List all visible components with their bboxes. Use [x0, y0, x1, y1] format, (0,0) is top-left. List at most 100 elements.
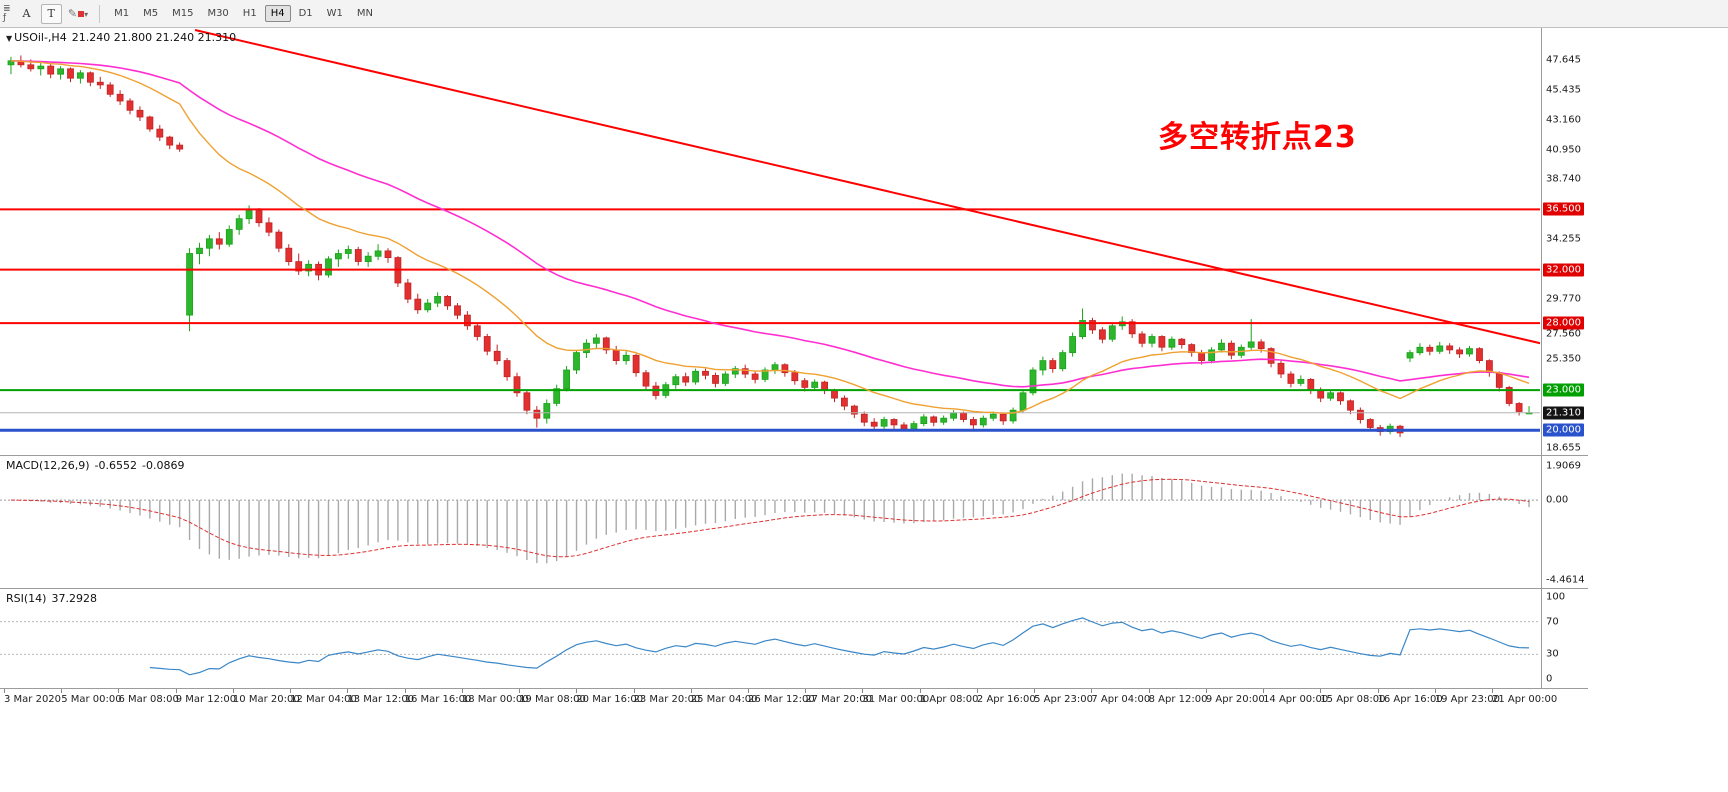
macd-main-value: -0.6552	[94, 459, 138, 472]
timeframe-button-m1[interactable]: M1	[108, 5, 135, 22]
toolbar: ≣ ƒ A T ✎ ▾ M1 M5 M15 M30 H1 H4 D1 W1 MN	[0, 0, 1728, 28]
time-axis-tick	[1320, 689, 1322, 693]
time-axis-label: 12 Mar 04:00	[290, 694, 357, 705]
macd-axis-label: 0.00	[1546, 494, 1569, 506]
time-axis-label: 9 Mar 12:00	[175, 694, 237, 705]
rsi-header: RSI(14) 37.2928	[6, 592, 97, 605]
time-axis-tick	[1034, 689, 1036, 693]
timeframe-button-m15[interactable]: M15	[166, 5, 199, 22]
time-axis-tick	[118, 689, 120, 693]
time-axis-tick	[1263, 689, 1265, 693]
time-axis-label: 6 Mar 08:00	[118, 694, 179, 705]
time-axis-tick	[461, 689, 463, 693]
time-axis-tick	[519, 689, 521, 693]
color-swatch-icon	[78, 11, 85, 17]
time-axis-label: 20 Mar 16:00	[576, 694, 644, 705]
time-axis-tick	[1377, 689, 1379, 693]
time-axis-label: 18 Mar 00:00	[461, 694, 529, 705]
rsi-canvas[interactable]	[0, 589, 1540, 688]
rsi-axis-label: 0	[1546, 673, 1553, 685]
price-axis-label: 47.645	[1546, 54, 1581, 66]
macd-histogram	[20, 473, 1530, 564]
time-axis-label: 19 Apr 23:00	[1434, 694, 1500, 705]
rsi-axis-label: 70	[1546, 616, 1559, 628]
time-axis-label: 5 Mar 00:00	[61, 694, 122, 705]
text-label-a-button[interactable]: A	[16, 4, 38, 24]
timeframe-button-w1[interactable]: W1	[321, 5, 349, 22]
toolbar-separator	[99, 4, 101, 23]
time-axis-label: 16 Apr 16:00	[1377, 694, 1443, 705]
price-scale[interactable]: 47.645 45.435 43.160 40.950 38.740 34.255 29.7…	[1541, 28, 1589, 455]
time-axis-tick	[175, 689, 177, 693]
timeframe-button-mn[interactable]: MN	[351, 5, 379, 22]
price-level-badge: 32.000	[1543, 263, 1584, 277]
time-axis-tick	[1205, 689, 1207, 693]
timeframe-button-d1[interactable]: D1	[293, 5, 319, 22]
function-icon[interactable]: ƒ	[3, 12, 7, 23]
time-axis-tick	[290, 689, 292, 693]
time-axis-tick	[690, 689, 692, 693]
toolbar-left-icons: ≣ ƒ	[3, 3, 11, 23]
macd-axis-label: -4.4614	[1546, 574, 1585, 586]
time-axis-tick	[805, 689, 807, 693]
chart-annotation[interactable]: 多空转折点23	[1158, 120, 1357, 155]
price-axis-label: 18.655	[1546, 442, 1581, 454]
price-axis-label: 40.950	[1546, 144, 1581, 156]
timeframe-button-h4[interactable]: H4	[264, 5, 291, 22]
price-panel: ▼ USOil-,H4 21.240 21.800 21.240 21.310 多空…	[0, 28, 1589, 456]
time-axis-tick	[976, 689, 978, 693]
time-axis-label: 19 Mar 08:00	[519, 694, 586, 705]
price-axis-label: 43.160	[1546, 114, 1581, 126]
macd-scale[interactable]: 1.9069 0.00 -4.4614	[1541, 456, 1589, 588]
price-axis-label: 38.740	[1546, 173, 1581, 185]
time-axis-label: 2 Apr 16:00	[976, 694, 1036, 705]
price-chart-canvas[interactable]	[0, 28, 1540, 455]
price-level-badge: 20.000	[1543, 423, 1584, 437]
macd-axis-label: 1.9069	[1546, 460, 1581, 472]
time-axis-label: 7 Apr 04:00	[1091, 694, 1151, 705]
price-axis-label: 29.770	[1546, 293, 1581, 305]
time-axis-tick	[1434, 689, 1436, 693]
time-axis-tick	[748, 689, 749, 693]
timeframe-button-m30[interactable]: M30	[201, 5, 234, 22]
metatrader-chart-window: ≣ ƒ A T ✎ ▾ M1 M5 M15 M30 H1 H4 D1 W1 MN ▼ USOil-,…	[0, 0, 1728, 709]
draw-tools-button[interactable]: ✎ ▾	[65, 7, 91, 20]
price-axis-label: 45.435	[1546, 84, 1581, 96]
time-axis-label: 1 Apr 08:00	[919, 694, 979, 705]
time-axis-label: 16 Mar 16:00	[404, 694, 472, 705]
price-axis-label: 25.350	[1546, 353, 1581, 365]
macd-canvas[interactable]	[0, 456, 1540, 588]
price-level-badge: 36.500	[1543, 202, 1584, 216]
time-axis-tick	[347, 689, 349, 693]
macd-panel: MACD(12,26,9) -0.6552 -0.0869 1.9069 0.00 -4…	[0, 456, 1589, 589]
dropdown-triangle-icon[interactable]: ▼	[6, 34, 13, 43]
timeframe-button-m5[interactable]: M5	[137, 5, 164, 22]
price-level-badge: 21.310	[1543, 406, 1584, 420]
time-axis-label: 25 Mar 04:00	[690, 694, 758, 705]
time-axis[interactable]: 3 Mar 2020 5 Mar 00:00 6 Mar 08:00 9 Mar 12…	[0, 689, 1588, 709]
time-axis-label: 26 Mar 12:00	[748, 694, 815, 705]
descending-trendline[interactable]	[194, 29, 1540, 345]
macd-signal-value: -0.0869	[142, 459, 185, 472]
chart-window: ▼ USOil-,H4 21.240 21.800 21.240 21.310 多空…	[0, 28, 1589, 709]
time-axis-label: 15 Apr 08:00	[1320, 694, 1386, 705]
pencil-icon: ✎	[67, 7, 78, 20]
text-label-t-button[interactable]: T	[40, 3, 62, 24]
symbol-period-label: USOil-,H4	[14, 31, 67, 44]
timeframe-button-h1[interactable]: H1	[237, 5, 263, 22]
rsi-line	[149, 617, 1530, 676]
menu-grid-icon[interactable]: ≣	[3, 3, 11, 14]
macd-header: MACD(12,26,9) -0.6552 -0.0869	[6, 459, 184, 472]
timeframe-buttons: M1 M5 M15 M30 H1 H4 D1 W1 MN	[108, 5, 379, 22]
rsi-scale[interactable]: 100 70 30 0	[1541, 589, 1589, 688]
time-axis-tick	[232, 689, 234, 693]
time-axis-tick	[1492, 689, 1493, 693]
ohlc-values: 21.240 21.800 21.240 21.310	[71, 31, 237, 44]
rsi-value: 37.2928	[51, 592, 97, 605]
time-axis-label: 27 Mar 20:00	[805, 694, 872, 705]
time-axis-tick	[633, 689, 635, 693]
moving-averages	[10, 60, 1530, 415]
time-axis-label: 14 Apr 00:00	[1263, 694, 1329, 705]
time-axis-tick	[4, 689, 5, 693]
price-level-badge: 28.000	[1543, 316, 1584, 330]
